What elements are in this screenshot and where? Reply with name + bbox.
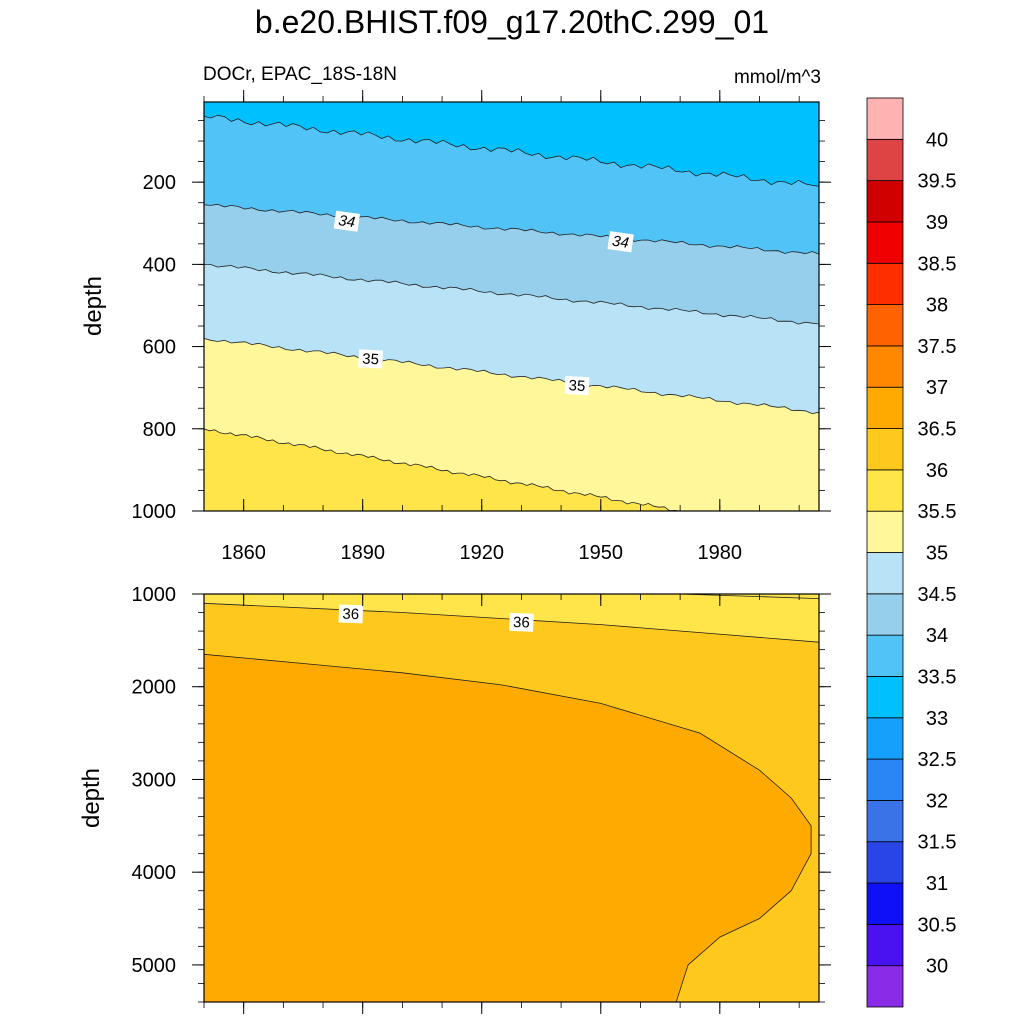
contour-label-bg <box>509 612 534 632</box>
upper-x-tick-label: 1860 <box>221 542 266 564</box>
colorbar-swatch <box>866 965 904 1008</box>
contour-label-text: 35 <box>568 377 586 395</box>
upper-y-tick-label: 600 <box>143 337 176 359</box>
colorbar-label: 36.5 <box>918 419 957 441</box>
colorbar-swatch <box>866 882 904 925</box>
contour-label-bg <box>607 231 634 253</box>
contour-label-bg <box>338 604 364 624</box>
lower-y-tick-label: 3000 <box>132 769 177 791</box>
lower-y-tick-label: 1000 <box>132 584 177 606</box>
contour-label-text: 35 <box>362 350 380 368</box>
colorbar-label: 36 <box>926 460 948 482</box>
colorbar-label: 40 <box>926 129 948 151</box>
page-title: b.e20.BHIST.f09_g17.20thC.299_01 <box>254 4 770 40</box>
contour-label-text: 36 <box>513 614 530 632</box>
panel-left-string: DOCr, EPAC_18S-18N <box>203 64 397 85</box>
colorbar-swatch <box>866 552 904 595</box>
colorbar-label: 37.5 <box>918 336 957 358</box>
colorbar-label: 38.5 <box>918 253 957 275</box>
colorbar-swatch <box>866 345 904 388</box>
colorbar-label: 33 <box>926 708 948 730</box>
lower-contour-line-35-5 <box>680 593 820 599</box>
colorbar-label: 31.5 <box>918 832 957 854</box>
colorbar-label: 32 <box>926 790 948 812</box>
colorbar-label: 35.5 <box>918 501 957 523</box>
colorbar-swatch <box>866 923 904 967</box>
colorbar: 30 30.5 31 31.5 32 32.5 33 33.5 34 34.5 35 35.5 36 36… <box>866 97 957 1008</box>
contour-label-text: 34 <box>337 212 356 231</box>
upper-y-tick-label: 800 <box>143 419 176 441</box>
colorbar-swatch <box>866 800 904 843</box>
lower-y-tick-label: 2000 <box>132 677 177 699</box>
colorbar-label: 35 <box>926 543 948 565</box>
colorbar-swatch <box>866 428 904 471</box>
upper-contour-line-35-5 <box>203 428 681 512</box>
contour-label-bg <box>564 376 590 396</box>
upper-x-tick-label: 1890 <box>340 542 385 564</box>
colorbar-swatch <box>866 138 904 182</box>
upper-contour-label: 34 <box>333 210 360 232</box>
lower-fill-36-5 <box>204 654 812 1002</box>
colorbar-swatch <box>866 221 904 264</box>
upper-contour-line-33-5 <box>203 114 820 187</box>
colorbar-label: 30 <box>926 956 948 978</box>
colorbar-label: 31 <box>926 873 948 895</box>
colorbar-swatch <box>866 304 904 347</box>
upper-contour-label: 35 <box>564 376 590 396</box>
lower-contour-line-36-5 <box>203 653 812 1003</box>
contour-label-bg <box>358 349 384 369</box>
colorbar-swatch <box>866 386 904 429</box>
colorbar-label: 33.5 <box>918 666 957 688</box>
upper-y-tick-label: 1000 <box>132 501 177 523</box>
upper-contour-label: 34 <box>607 231 634 253</box>
colorbar-swatch <box>866 180 904 223</box>
colorbar-label: 34 <box>926 625 948 647</box>
colorbar-label: 34.5 <box>918 584 957 606</box>
upper-contour-label: 35 <box>358 349 384 369</box>
lower-y-tick-label: 5000 <box>132 955 177 977</box>
upper-contour-line-34 <box>203 203 820 255</box>
lower-contour-line-36 <box>203 602 820 643</box>
upper-x-tick-label: 1950 <box>579 542 624 564</box>
upper-y-tick-label: 200 <box>143 172 176 194</box>
upper-x-tick-label: 1980 <box>698 542 743 564</box>
colorbar-swatch <box>866 510 904 553</box>
colorbar-label: 39 <box>926 212 948 234</box>
colorbar-label: 38 <box>926 295 948 317</box>
upper-x-tick-label: 1920 <box>459 542 504 564</box>
colorbar-swatch <box>866 262 904 305</box>
colorbar-swatch <box>866 97 904 140</box>
colorbar-swatch <box>866 634 904 677</box>
lower-contour-panel: 36 36 1000 2000 3000 4000 5000 depth <box>78 584 831 1014</box>
colorbar-label: 32.5 <box>918 749 957 771</box>
colorbar-swatch <box>866 717 904 760</box>
upper-frame <box>203 101 820 512</box>
upper-y-axis-label: depth <box>80 276 107 336</box>
colorbar-label: 37 <box>926 377 948 399</box>
lower-y-axis-label: depth <box>78 768 105 828</box>
contour-label-bg <box>333 210 360 232</box>
lower-y-tick-label: 4000 <box>132 862 177 884</box>
colorbar-swatch <box>866 758 904 801</box>
colorbar-label: 39.5 <box>918 171 957 193</box>
upper-fill-35-5 <box>204 428 819 511</box>
upper-y-tick-label: 400 <box>143 254 176 276</box>
panel-units-string: mmol/m^3 <box>733 67 821 88</box>
colorbar-swatch <box>866 676 904 719</box>
upper-contour-panel: 34 34 35 35 1860 1890 1920 1950 1980 200 400 600 800… <box>80 90 831 564</box>
colorbar-swatch <box>866 469 904 512</box>
colorbar-label: 30.5 <box>918 914 957 936</box>
colorbar-swatch <box>866 841 904 884</box>
colorbar-swatch <box>866 593 904 636</box>
lower-contour-label: 36 <box>338 604 364 624</box>
upper-contour-line-34-5 <box>203 264 820 325</box>
contour-label-text: 34 <box>611 233 630 252</box>
upper-contour-line-35 <box>203 338 820 415</box>
contour-label-text: 36 <box>342 606 359 624</box>
lower-contour-label: 36 <box>509 612 534 632</box>
